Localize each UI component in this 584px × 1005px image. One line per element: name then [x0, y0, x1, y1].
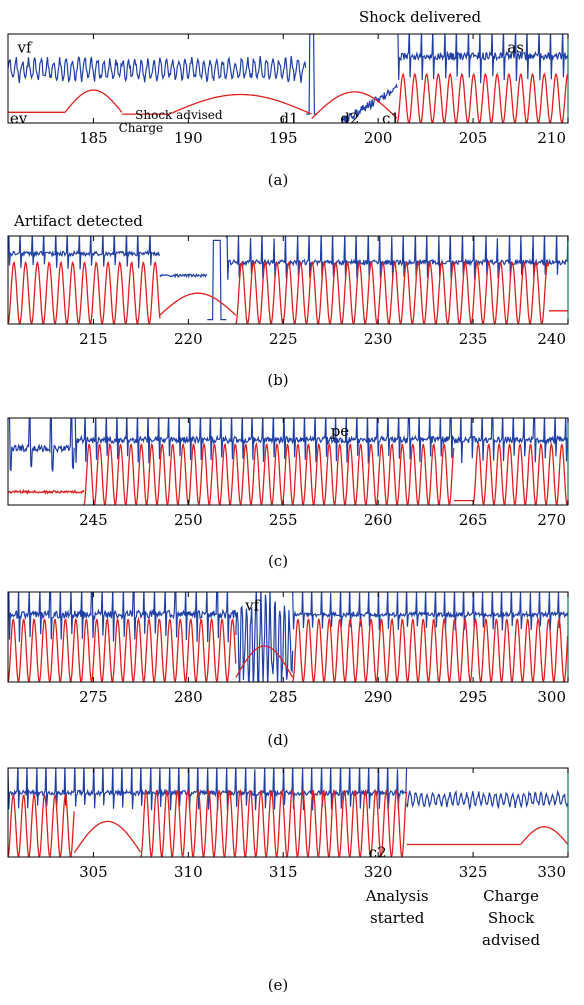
x-tick-label-a-0: 185 — [79, 129, 108, 147]
below-annotation-e-4: advised — [482, 931, 540, 949]
x-tick-label-b-5: 240 — [537, 330, 566, 348]
x-tick-label-d-0: 275 — [79, 688, 108, 706]
series-impedance-line-d — [8, 616, 568, 682]
axes-frame-c — [7, 417, 569, 506]
annotation-d-0: vf — [244, 597, 260, 615]
x-tick-label-d-5: 300 — [537, 688, 566, 706]
below-annotation-e-2: Charge — [483, 887, 539, 905]
x-tick-label-c-3: 260 — [364, 511, 393, 529]
series-impedance-line-b — [8, 260, 568, 324]
x-tick-label-e-2: 315 — [269, 863, 298, 881]
annotation-a-0: vf — [16, 38, 32, 56]
annotation-a-4: d2 — [340, 110, 359, 128]
below-annotation-e-0: Analysis — [365, 887, 429, 905]
x-tick-label-c-0: 245 — [79, 511, 108, 529]
series-ecg-line-a — [8, 34, 568, 123]
x-tick-label-b-2: 225 — [269, 330, 298, 348]
x-tick-label-a-3: 200 — [364, 129, 393, 147]
x-tick-label-a-4: 205 — [459, 129, 488, 147]
series-impedance-line-e — [8, 789, 568, 857]
x-tick-label-c-4: 265 — [459, 511, 488, 529]
panel-caption-a: (a) — [268, 171, 289, 189]
below-annotation-e-1: started — [370, 909, 425, 927]
x-tick-label-e-4: 325 — [459, 863, 488, 881]
annotation-a-5: c1 — [382, 110, 400, 128]
series-ecg-line-b — [8, 236, 568, 321]
series-ecg-line-c — [8, 418, 568, 472]
annotation-e-0: c2 — [369, 844, 387, 862]
x-tick-label-e-3: 320 — [364, 863, 393, 881]
x-tick-label-b-3: 230 — [364, 330, 393, 348]
below-annotation-a-0: Shock advised — [135, 108, 223, 122]
x-tick-label-c-2: 255 — [269, 511, 298, 529]
panel-c: 245 250 255 260 265 270 pe (c) — [7, 417, 569, 570]
series-impedance-line-a — [8, 72, 568, 123]
x-tick-label-d-1: 280 — [174, 688, 203, 706]
x-tick-label-b-1: 220 — [174, 330, 203, 348]
annotation-a-3: d1 — [279, 110, 298, 128]
x-tick-label-e-5: 330 — [537, 863, 566, 881]
series-ecg-line-d — [8, 592, 568, 682]
x-tick-label-d-3: 290 — [364, 688, 393, 706]
panel-a: 185 190 195 200 205 210 Shock delivered vf as ev d… — [7, 8, 569, 189]
x-tick-label-c-1: 250 — [174, 511, 203, 529]
annotation-a-2: ev — [10, 110, 28, 128]
x-tick-label-b-4: 235 — [459, 330, 488, 348]
x-tick-label-a-1: 190 — [174, 129, 203, 147]
series-impedance-line-c — [8, 441, 568, 505]
x-tick-label-d-4: 295 — [459, 688, 488, 706]
below-annotation-e-3: Shock — [488, 909, 535, 927]
x-tick-label-a-2: 195 — [269, 129, 298, 147]
x-tick-label-d-2: 285 — [269, 688, 298, 706]
x-tick-label-e-0: 305 — [79, 863, 108, 881]
x-tick-label-b-0: 215 — [79, 330, 108, 348]
panel-caption-d: (d) — [267, 731, 288, 749]
panel-e: 305 310 315 320 325 330 c2 Analysis started Charg… — [7, 767, 569, 994]
panel-title-a: Shock delivered — [359, 8, 482, 26]
panel-title-b: Artifact detected — [13, 212, 143, 230]
annotation-a-1: as — [507, 38, 524, 56]
panel-caption-c: (c) — [268, 552, 288, 570]
annotation-c-0: pe — [331, 422, 350, 440]
panel-caption-e: (e) — [268, 976, 289, 994]
panel-b: 215 220 225 230 235 240 Artifact detected (b) — [7, 212, 569, 389]
x-tick-label-e-1: 310 — [174, 863, 203, 881]
below-annotation-a-1: Charge — [119, 121, 164, 135]
panel-caption-b: (b) — [267, 371, 288, 389]
series-ecg-line-e — [8, 768, 568, 811]
x-tick-label-a-5: 210 — [537, 129, 566, 147]
panel-d: 275 280 285 290 295 300 vf (d) — [7, 591, 569, 749]
x-tick-label-c-5: 270 — [537, 511, 566, 529]
